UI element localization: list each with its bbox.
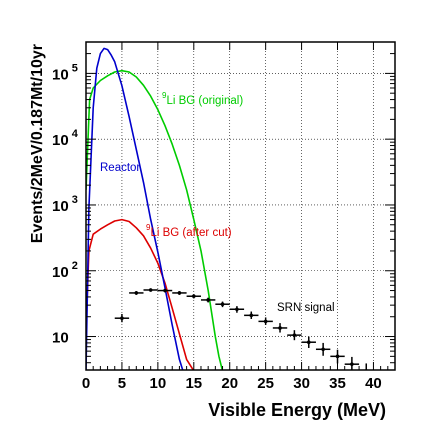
- signal-point: [114, 314, 130, 323]
- plot-background: [86, 42, 395, 370]
- y-tick-label: 10 4: [52, 128, 79, 149]
- signal-point: [229, 306, 245, 313]
- signal-point: [157, 288, 173, 293]
- signal-point: [143, 288, 158, 292]
- signal-point: [172, 291, 187, 295]
- x-tick-label: 20: [221, 375, 238, 392]
- x-tick-label: 25: [257, 375, 274, 392]
- signal-marker: [249, 313, 254, 318]
- signal-marker: [120, 316, 124, 320]
- signal-marker: [335, 354, 340, 359]
- signal-marker: [191, 294, 196, 299]
- signal-point: [330, 349, 345, 364]
- annotation-reactor: Reactor: [100, 162, 140, 174]
- grid: [86, 42, 395, 370]
- x-tick-labels: 0 5 10 15 20 25 30 35 40: [82, 375, 382, 392]
- signal-marker: [321, 347, 325, 352]
- signal-point: [215, 301, 230, 308]
- signal-marker: [148, 288, 153, 292]
- annotations: 9Li BG (original) Reactor 9Li BG (after …: [100, 91, 335, 314]
- x-tick-label: 40: [365, 375, 382, 392]
- y-tick-label: 10 3: [52, 194, 78, 215]
- signal-marker: [292, 333, 297, 337]
- signal-point: [287, 330, 302, 341]
- curves: [86, 47, 224, 370]
- series-line: [86, 69, 224, 370]
- annotation-li-bg-after-cut: 9Li BG (after cut): [146, 223, 232, 239]
- signal-marker: [263, 319, 268, 324]
- signal-marker: [306, 340, 311, 345]
- y-tick-label: 10 5: [52, 62, 78, 83]
- signal-marker: [235, 307, 239, 312]
- signal-point: [244, 311, 259, 319]
- signal-point: [258, 317, 273, 325]
- y-axis-title: Events/2MeV/0.187Mt/10yr: [29, 44, 46, 243]
- signal-marker: [278, 326, 282, 330]
- x-tick-label: 15: [185, 375, 202, 392]
- axis-ticks: [85, 42, 395, 370]
- x-tick-label: 5: [118, 375, 126, 392]
- annotation-srn-signal: SRN signal: [277, 302, 335, 314]
- plot-frame: [85, 41, 396, 371]
- signal-point: [200, 297, 216, 303]
- series-line: [86, 47, 184, 370]
- signal-marker: [206, 298, 210, 302]
- signal-point: [186, 294, 201, 299]
- signal-point: [129, 291, 144, 295]
- x-tick-label: 0: [82, 375, 90, 392]
- series-line: [86, 218, 195, 370]
- signal-marker: [177, 291, 182, 295]
- y-tick-label: 10: [52, 330, 69, 347]
- signal-marker: [134, 291, 139, 295]
- y-tick-label: 10 2: [52, 260, 78, 281]
- signal-point: [315, 342, 331, 356]
- x-tick-label: 35: [329, 375, 346, 392]
- signal-point: [272, 323, 288, 333]
- signal-point: [301, 336, 316, 348]
- signal-marker: [163, 288, 167, 293]
- signal-marker: [220, 302, 225, 307]
- signal-marker: [350, 362, 354, 366]
- x-tick-label: 10: [150, 375, 167, 392]
- x-tick-label: 30: [293, 375, 310, 392]
- annotation-li-bg-original: 9Li BG (original): [162, 91, 243, 107]
- srn-signal-points: [114, 288, 368, 370]
- x-axis-title: Visible Energy (MeV): [208, 400, 386, 420]
